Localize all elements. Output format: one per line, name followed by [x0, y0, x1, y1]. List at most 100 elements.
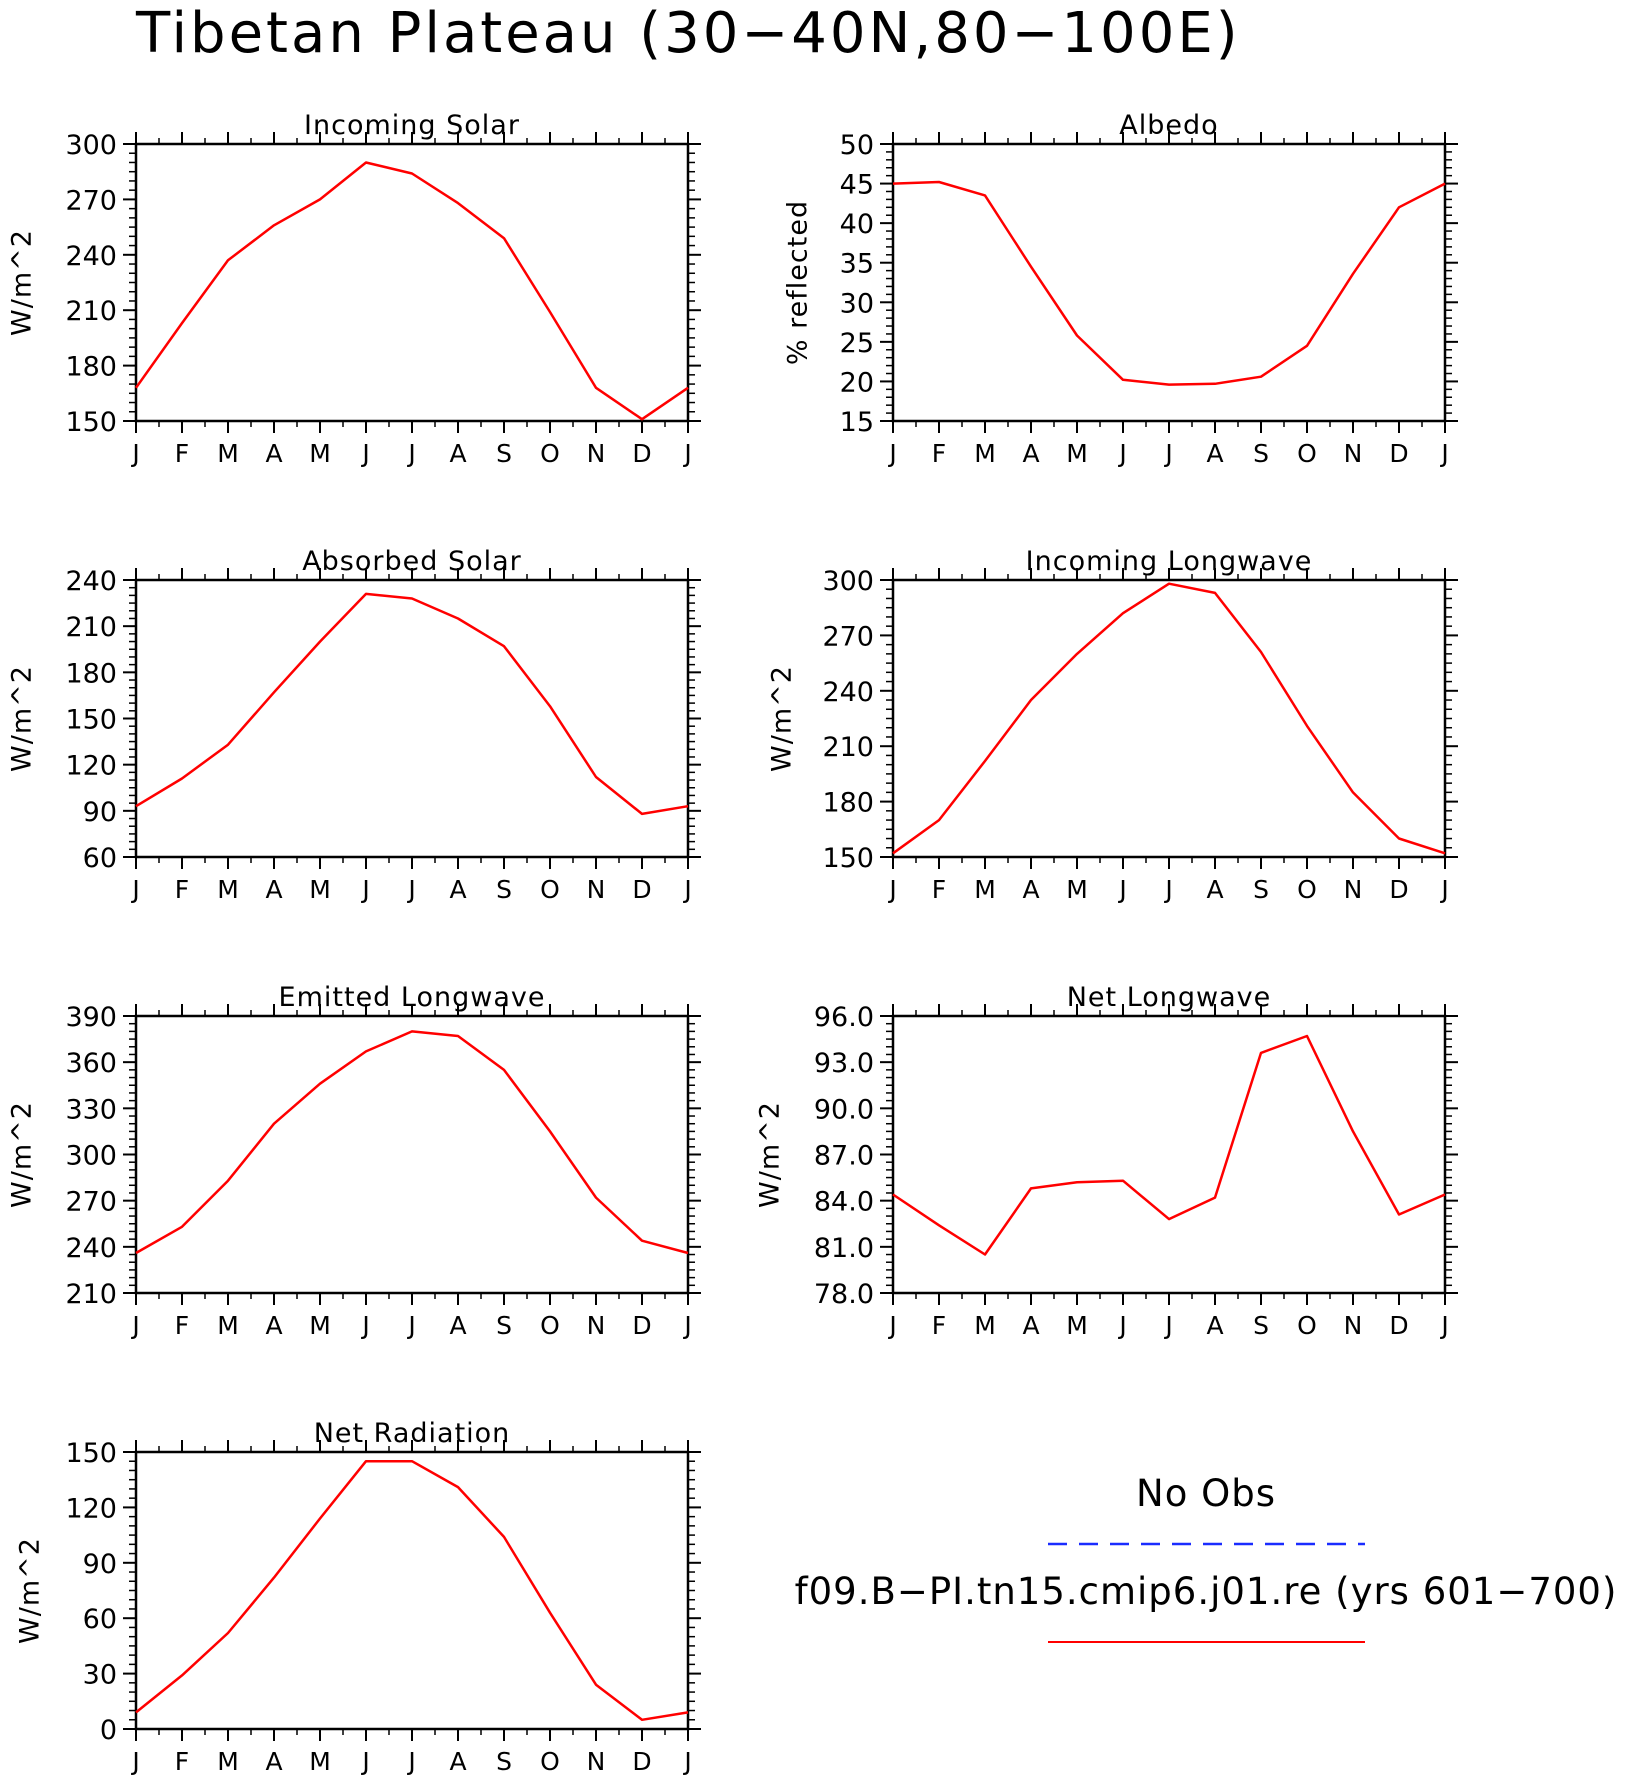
series-line: [892, 582, 1446, 855]
x-tick-label: D: [632, 1747, 651, 1776]
x-tick-label: M: [974, 875, 996, 904]
x-tick-label: J: [130, 439, 139, 468]
y-tick-label: 120: [65, 1493, 117, 1524]
x-tick-label: F: [175, 875, 189, 904]
x-tick-label: O: [540, 875, 560, 904]
x-tick-label: F: [932, 875, 946, 904]
x-tick-label: D: [1389, 875, 1408, 904]
y-tick-label: 180: [822, 788, 874, 819]
legend-obs-label: No Obs: [1136, 1472, 1276, 1515]
y-axis-label: W/m^2: [755, 1101, 786, 1208]
y-tick-label: 210: [65, 1279, 117, 1310]
figure-title: Tibetan Plateau (30−40N,80−100E): [135, 1, 1241, 66]
x-tick-label: N: [587, 875, 606, 904]
x-tick-label: J: [1163, 439, 1172, 468]
y-axis-label: W/m^2: [15, 1537, 46, 1644]
x-tick-label: J: [1117, 1311, 1126, 1340]
x-tick-label: J: [682, 1311, 691, 1340]
x-tick-label: O: [540, 1311, 560, 1340]
x-tick-label: S: [1253, 439, 1269, 468]
y-tick-label: 93.0: [814, 1048, 874, 1079]
y-tick-label: 180: [65, 352, 117, 383]
x-tick-label: J: [887, 875, 896, 904]
y-tick-label: 84.0: [814, 1187, 874, 1218]
x-tick-label: J: [360, 439, 369, 468]
x-tick-label: J: [1163, 875, 1172, 904]
x-tick-label: F: [175, 1311, 189, 1340]
x-tick-label: M: [309, 875, 331, 904]
x-tick-label: J: [130, 1747, 139, 1776]
y-tick-label: 20: [840, 367, 874, 398]
x-tick-label: M: [1066, 439, 1088, 468]
x-tick-label: M: [217, 439, 239, 468]
x-tick-label: J: [360, 1311, 369, 1340]
x-tick-label: S: [496, 875, 512, 904]
y-tick-label: 96.0: [814, 1002, 874, 1033]
y-tick-label: 150: [822, 843, 874, 874]
x-tick-label: S: [496, 1311, 512, 1340]
x-tick-label: M: [309, 1311, 331, 1340]
series-line: [135, 1459, 689, 1722]
x-tick-label: A: [1206, 439, 1223, 468]
plot-frame: [134, 578, 690, 859]
x-tick-label: O: [1297, 875, 1317, 904]
x-tick-label: M: [1066, 1311, 1088, 1340]
x-tick-label: A: [449, 1311, 466, 1340]
x-tick-label: J: [360, 1747, 369, 1776]
plot-frame: [134, 1450, 690, 1731]
y-tick-label: 240: [65, 1233, 117, 1264]
y-tick-label: 90: [83, 797, 117, 828]
x-tick-label: N: [587, 439, 606, 468]
x-tick-label: J: [1439, 439, 1448, 468]
legend-model-label: f09.B−PI.tn15.cmip6.j01.re (yrs 601−700): [795, 1570, 1618, 1613]
x-tick-label: M: [309, 1747, 331, 1776]
x-tick-label: J: [406, 1747, 415, 1776]
x-tick-label: A: [265, 1311, 282, 1340]
plot-frame: [891, 142, 1447, 423]
y-tick-label: 210: [65, 296, 117, 327]
y-tick-label: 40: [840, 209, 874, 240]
x-tick-label: S: [1253, 1311, 1269, 1340]
series-line: [135, 1030, 689, 1255]
y-tick-label: 300: [65, 130, 117, 161]
x-tick-label: O: [1297, 1311, 1317, 1340]
y-tick-label: 300: [65, 1141, 117, 1172]
series-line: [892, 1034, 1446, 1256]
x-tick-label: M: [309, 439, 331, 468]
x-tick-label: D: [632, 1311, 651, 1340]
x-tick-label: J: [406, 1311, 415, 1340]
y-tick-label: 15: [840, 407, 874, 438]
y-tick-label: 240: [65, 566, 117, 597]
x-tick-label: J: [130, 1311, 139, 1340]
x-tick-label: O: [540, 1747, 560, 1776]
x-tick-label: A: [449, 439, 466, 468]
y-tick-label: 270: [65, 1187, 117, 1218]
y-tick-label: 81.0: [814, 1233, 874, 1264]
x-tick-label: F: [175, 1747, 189, 1776]
x-tick-label: J: [887, 1311, 896, 1340]
y-tick-label: 78.0: [814, 1279, 874, 1310]
y-tick-label: 210: [65, 612, 117, 643]
x-tick-label: M: [974, 1311, 996, 1340]
y-tick-label: 90: [83, 1549, 117, 1580]
y-tick-label: 120: [65, 751, 117, 782]
y-tick-label: 330: [65, 1094, 117, 1125]
y-tick-label: 50: [840, 130, 874, 161]
x-tick-label: S: [496, 439, 512, 468]
y-tick-label: 270: [65, 185, 117, 216]
x-tick-label: J: [1439, 875, 1448, 904]
x-tick-label: A: [1022, 439, 1039, 468]
y-tick-label: 390: [65, 1002, 117, 1033]
y-tick-label: 270: [822, 621, 874, 652]
y-tick-label: 150: [65, 407, 117, 438]
x-tick-label: J: [360, 875, 369, 904]
y-tick-label: 45: [840, 170, 874, 201]
y-tick-label: 150: [65, 705, 117, 736]
x-tick-label: A: [265, 1747, 282, 1776]
